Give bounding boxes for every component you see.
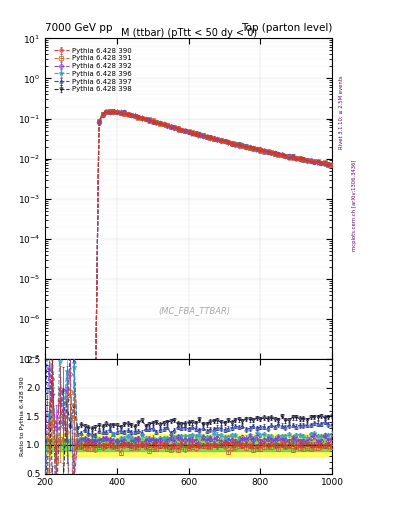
Text: Top (parton level): Top (parton level) — [241, 23, 332, 33]
Text: 7000 GeV pp: 7000 GeV pp — [45, 23, 113, 33]
Legend: Pythia 6.428 390, Pythia 6.428 391, Pythia 6.428 392, Pythia 6.428 396, Pythia 6: Pythia 6.428 390, Pythia 6.428 391, Pyth… — [51, 45, 134, 95]
Title: M (ttbar) (pTtt < 50 dy < 0): M (ttbar) (pTtt < 50 dy < 0) — [121, 28, 257, 37]
Y-axis label: Ratio to Pythia 6.428 390: Ratio to Pythia 6.428 390 — [20, 376, 25, 456]
Text: (MC_FBA_TTBAR): (MC_FBA_TTBAR) — [158, 307, 230, 315]
Text: Rivet 3.1.10; ≥ 2.5M events: Rivet 3.1.10; ≥ 2.5M events — [339, 76, 344, 150]
Text: mcplots.cern.ch [arXiv:1306.3436]: mcplots.cern.ch [arXiv:1306.3436] — [352, 159, 357, 250]
